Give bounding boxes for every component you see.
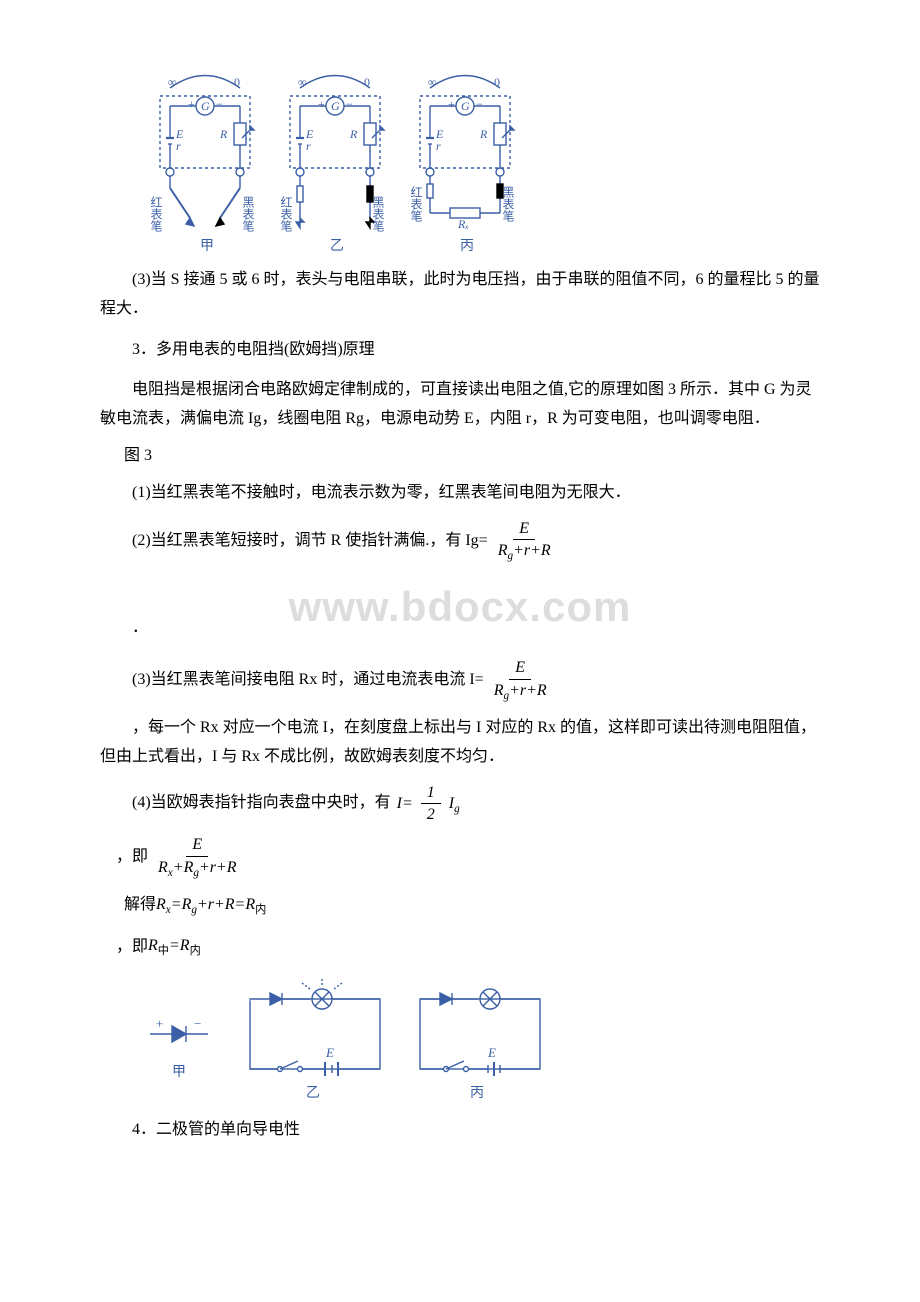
- svg-text:R: R: [479, 127, 488, 141]
- svg-text:−: −: [346, 97, 353, 111]
- para-item-4-jiede: 解得: [124, 891, 156, 920]
- section-3-title: 3．多用电表的电阻挡(欧姆挡)原理: [100, 336, 820, 365]
- eq-solve: Rx=Rg+r+R=R内: [156, 891, 266, 920]
- svg-text:0: 0: [494, 75, 500, 89]
- label-yi: 乙: [330, 238, 344, 254]
- label-bing: 丙: [460, 239, 474, 254]
- svg-text:G: G: [461, 99, 470, 113]
- frac-i-den: Rg+r+R: [488, 680, 553, 703]
- para-item-3: (3)当红黑表笔间接电阻 Rx 时，通过电流表电流 I= E Rg+r+R: [100, 659, 820, 702]
- figure-diode-diagrams: + − 甲: [140, 974, 820, 1104]
- frac-i-num: E: [509, 659, 531, 680]
- para-item-4-ji1: ，即: [116, 843, 148, 872]
- para-item-3-lead: (3)当红黑表笔间接电阻 Rx 时，通过电流表电流 I=: [100, 666, 484, 695]
- para-item-4-lead: (4)当欧姆表指针指向表盘中央时，有: [100, 789, 391, 818]
- label-e: E: [325, 1045, 334, 1060]
- svg-text:r: r: [436, 139, 441, 153]
- label-g: G: [201, 99, 210, 113]
- svg-text:−: −: [476, 97, 483, 111]
- label-r: r: [176, 139, 181, 153]
- frac-ig-den: Rg+r+R: [492, 540, 557, 563]
- label-minus: −: [216, 97, 223, 111]
- para-item-4-solve: 解得 Rx=Rg+r+R=R内: [100, 891, 820, 920]
- para-item-4-ji2: ，即: [116, 933, 148, 962]
- fraction-i: E Rg+r+R: [488, 659, 553, 702]
- label-jia: 甲: [172, 1065, 186, 1080]
- label-r-var: R: [219, 127, 228, 141]
- para-item-4-mid: ，即 R中=R内: [100, 932, 820, 961]
- watermark-text: www.bdocx.com: [100, 569, 820, 645]
- svg-text:+: +: [318, 97, 325, 111]
- svg-text:红表笔: 红表笔: [409, 185, 423, 222]
- para-ohm-intro: 电阻挡是根据闭合电路欧姆定律制成的，可直接读出电阻之值,它的原理如图 3 所示．…: [100, 376, 820, 434]
- figure-3-label: 图 3: [100, 442, 820, 471]
- label-rx: Rₓ: [457, 217, 469, 231]
- label-infinity: ∞: [168, 75, 177, 89]
- label-plus: +: [156, 1016, 163, 1031]
- para-item-3-tail: ，每一个 Rx 对应一个电流 I，在刻度盘上标出与 I 对应的 Rx 的值，这样…: [100, 714, 820, 772]
- label-zero: 0: [234, 75, 240, 89]
- svg-text:红表笔: 红表笔: [279, 195, 293, 232]
- svg-text:r: r: [306, 139, 311, 153]
- fraction-ig: E Rg+r+R: [492, 520, 557, 563]
- para-item-1: (1)当红黑表笔不接触时，电流表示数为零，红黑表笔间电阻为无限大．: [100, 479, 820, 508]
- label-minus: −: [194, 1016, 201, 1031]
- svg-text:+: +: [448, 97, 455, 111]
- fraction-center: E Rx+Rg+r+R: [152, 836, 243, 879]
- label-black-pen: 黑表笔: [241, 196, 255, 232]
- para-s-5-6: (3)当 S 接通 5 或 6 时，表头与电阻串联，此时为电压挡，由于串联的阻值…: [100, 266, 820, 324]
- svg-text:G: G: [331, 99, 340, 113]
- frac-ig-num: E: [513, 520, 535, 541]
- para-item-2-lead: (2)当红黑表笔短接时，调节 R 使指针满偏.，有 Ig=: [100, 527, 488, 556]
- svg-text:0: 0: [364, 75, 370, 89]
- figure-ohmmeter-diagrams: ∞ 0 G + − E r: [140, 68, 820, 258]
- eq-half: I= 1 2 Ig: [397, 784, 460, 824]
- svg-text:E: E: [487, 1045, 496, 1060]
- label-yi: 乙: [306, 1085, 320, 1101]
- para-item-4-frac: ，即 E Rx+Rg+r+R: [100, 836, 820, 879]
- para-item-4: (4)当欧姆表指针指向表盘中央时，有 I= 1 2 Ig: [100, 784, 820, 824]
- para-item-2: (2)当红黑表笔短接时，调节 R 使指针满偏.，有 Ig= E Rg+r+R: [100, 520, 820, 563]
- section-4-title: 4．二极管的单向导电性: [100, 1116, 820, 1145]
- svg-text:黑表笔: 黑表笔: [501, 186, 515, 222]
- label-bing: 丙: [470, 1086, 484, 1101]
- svg-text:R: R: [349, 127, 358, 141]
- label-jia: 甲: [200, 239, 214, 254]
- svg-text:∞: ∞: [298, 75, 307, 89]
- label-red-pen: 红表笔: [149, 195, 163, 232]
- label-plus: +: [188, 97, 195, 111]
- eq-mid: R中=R内: [148, 932, 201, 961]
- svg-text:黑表笔: 黑表笔: [371, 196, 385, 232]
- svg-text:∞: ∞: [428, 75, 437, 89]
